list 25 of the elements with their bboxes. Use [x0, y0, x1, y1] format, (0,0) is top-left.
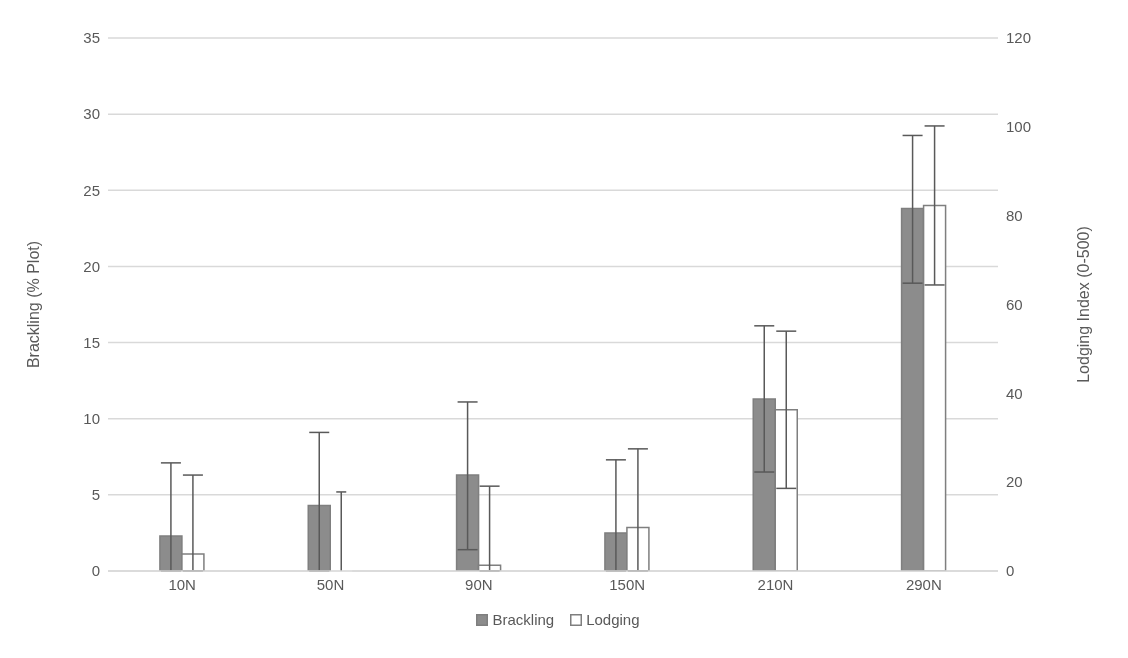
- y2-tick-label: 20: [1006, 473, 1023, 491]
- y2-axis-title: Lodging Index (0-500): [1074, 226, 1092, 383]
- x-tick-label: 90N: [465, 575, 493, 593]
- y2-tick-label: 0: [1006, 562, 1015, 580]
- y-tick-label: 25: [83, 181, 100, 199]
- y2-tick-label: 120: [1006, 29, 1032, 47]
- y2-tick-label: 80: [1006, 206, 1023, 224]
- y-tick-label: 20: [83, 257, 100, 275]
- legend-label: Brackling: [492, 611, 555, 628]
- x-tick-label: 10N: [168, 575, 196, 593]
- x-tick-label: 150N: [609, 575, 646, 593]
- y-tick-label: 10: [83, 410, 100, 428]
- y2-tick-label: 100: [1006, 118, 1032, 136]
- x-tick-label: 210N: [757, 575, 794, 593]
- y-tick-label: 0: [91, 562, 100, 580]
- y-tick-label: 35: [83, 29, 100, 47]
- y2-tick-label: 60: [1006, 295, 1023, 313]
- y-axis-title: Brackling (% Plot): [24, 240, 42, 369]
- x-tick-label: 50N: [316, 575, 345, 593]
- y-tick-label: 5: [91, 486, 100, 504]
- x-tick-label: 290N: [905, 575, 942, 593]
- y2-tick-label: 40: [1006, 384, 1023, 402]
- legend-label: Lodging: [586, 611, 640, 628]
- y-tick-label: 15: [83, 333, 100, 351]
- y-tick-label: 30: [83, 105, 100, 123]
